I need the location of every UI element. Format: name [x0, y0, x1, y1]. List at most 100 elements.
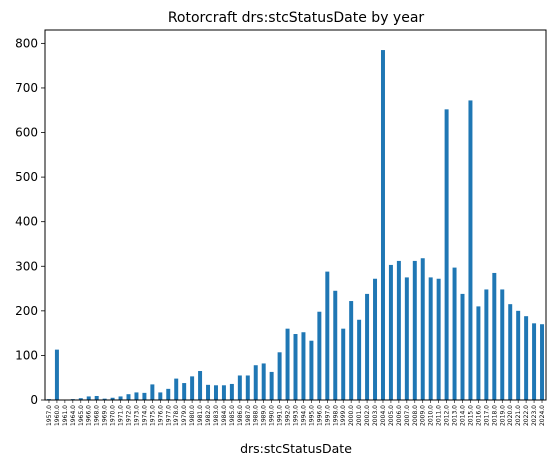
bar-1977.0	[166, 388, 171, 400]
x-tick-label: 2018.0	[491, 405, 498, 426]
x-tick-label: 2000.0	[348, 405, 355, 426]
bar-1996.0	[317, 311, 322, 400]
bar-1994.0	[301, 332, 306, 400]
x-tick-label: 1970.0	[110, 405, 117, 426]
bar-2007.0	[404, 277, 409, 400]
bar-1966.0	[86, 396, 91, 400]
bar-2010.0	[428, 277, 433, 400]
y-tick-label: 500	[15, 170, 38, 184]
bar-2001.0	[357, 319, 362, 400]
bar-1968.0	[94, 395, 99, 400]
x-tick-label: 1976.0	[157, 405, 164, 426]
x-tick-label: 1965.0	[78, 405, 85, 426]
bar-2003.0	[373, 278, 378, 400]
x-tick-label: 1990.0	[269, 405, 276, 426]
bar-1969.0	[102, 398, 107, 400]
y-tick-label: 200	[15, 304, 38, 318]
bar-1990.0	[269, 371, 274, 400]
bar-2020.0	[508, 304, 513, 400]
bar-2006.0	[396, 260, 401, 400]
bar-1995.0	[309, 340, 314, 400]
bar-1999.0	[341, 328, 346, 400]
bar-1979.0	[182, 383, 187, 400]
x-tick-label: 1973.0	[133, 405, 140, 426]
x-tick-label: 1983.0	[213, 405, 220, 426]
x-tick-label: 2020.0	[507, 405, 514, 426]
x-tick-label: 1993.0	[293, 405, 300, 426]
x-axis-label: drs:stcStatusDate	[240, 441, 352, 456]
bar-2013.0	[452, 267, 457, 400]
x-tick-label: 1969.0	[102, 405, 109, 426]
x-tick-label: 1999.0	[340, 405, 347, 426]
x-tick-label: 1998.0	[332, 405, 339, 426]
bar-1998.0	[333, 290, 338, 400]
x-tick-label: 2023.0	[531, 405, 538, 426]
x-tick-label: 2017.0	[483, 405, 490, 426]
x-tick-label: 1986.0	[237, 405, 244, 426]
bar-1986.0	[237, 375, 242, 400]
x-tick-label: 2022.0	[523, 405, 530, 426]
bar-1983.0	[213, 385, 218, 400]
x-tick-label: 1960.0	[54, 405, 61, 426]
bar-1982.0	[206, 384, 211, 400]
bar-1989.0	[261, 363, 266, 400]
chart-title: Rotorcraft drs:stcStatusDate by year	[168, 10, 425, 26]
bar-1973.0	[134, 392, 139, 400]
bar-2012.0	[444, 109, 449, 400]
bar-1978.0	[174, 378, 179, 400]
bar-2009.0	[420, 258, 425, 400]
x-tick-label: 2013.0	[452, 405, 459, 426]
x-tick-label: 2024.0	[539, 405, 546, 426]
bar-2004.0	[380, 50, 385, 401]
bar-1974.0	[142, 392, 147, 400]
x-tick-label: 2021.0	[515, 405, 522, 426]
x-tick-label: 1988.0	[253, 405, 260, 426]
x-tick-label: 2006.0	[396, 405, 403, 426]
bars-group	[46, 50, 545, 401]
x-tick-label: 2005.0	[388, 405, 395, 426]
bar-2005.0	[388, 264, 393, 400]
x-tick-label: 1992.0	[285, 405, 292, 426]
bar-1997.0	[325, 271, 330, 400]
bar-2002.0	[365, 293, 370, 400]
x-tick-label: 1996.0	[316, 405, 323, 426]
x-tick-label: 1982.0	[205, 405, 212, 426]
bar-1988.0	[253, 365, 258, 400]
bar-1980.0	[190, 376, 195, 400]
bar-2018.0	[492, 272, 497, 400]
x-tick-label: 1964.0	[70, 405, 77, 426]
bar-1976.0	[158, 392, 163, 400]
bar-1970.0	[110, 397, 115, 400]
x-tick-label: 2012.0	[444, 405, 451, 426]
bar-2021.0	[516, 310, 521, 400]
x-tick-label: 2003.0	[372, 405, 379, 426]
bar-1972.0	[126, 394, 131, 400]
bar-1991.0	[277, 352, 282, 400]
x-tick-label: 1972.0	[126, 405, 133, 426]
x-tick-label: 2010.0	[428, 405, 435, 426]
x-tick-label: 1968.0	[94, 405, 101, 426]
x-tick-label: 2001.0	[356, 405, 363, 426]
x-tick-label: 2015.0	[467, 405, 474, 426]
x-tick-label: 2016.0	[475, 405, 482, 426]
bar-1981.0	[198, 371, 203, 400]
x-tick-label: 1971.0	[118, 405, 125, 426]
x-tick-label: 1995.0	[308, 405, 315, 426]
x-tick-label: 2014.0	[460, 405, 467, 426]
x-tick-label: 1957.0	[46, 405, 53, 426]
bar-2014.0	[460, 293, 465, 400]
bar-1993.0	[293, 334, 298, 400]
bar-2023.0	[532, 323, 537, 400]
x-tick-label: 1991.0	[277, 405, 284, 426]
bar-2017.0	[484, 289, 489, 400]
x-tick-label: 1985.0	[229, 405, 236, 426]
bar-2016.0	[476, 306, 481, 400]
x-tick-label: 1981.0	[197, 405, 204, 426]
x-tick-label: 1980.0	[189, 405, 196, 426]
bar-1975.0	[150, 384, 155, 400]
bar-2019.0	[500, 289, 505, 400]
x-tick-label: 1974.0	[141, 405, 148, 426]
y-tick-label: 300	[15, 259, 38, 273]
y-tick-label: 800	[15, 36, 38, 50]
x-tick-label: 1977.0	[165, 405, 172, 426]
